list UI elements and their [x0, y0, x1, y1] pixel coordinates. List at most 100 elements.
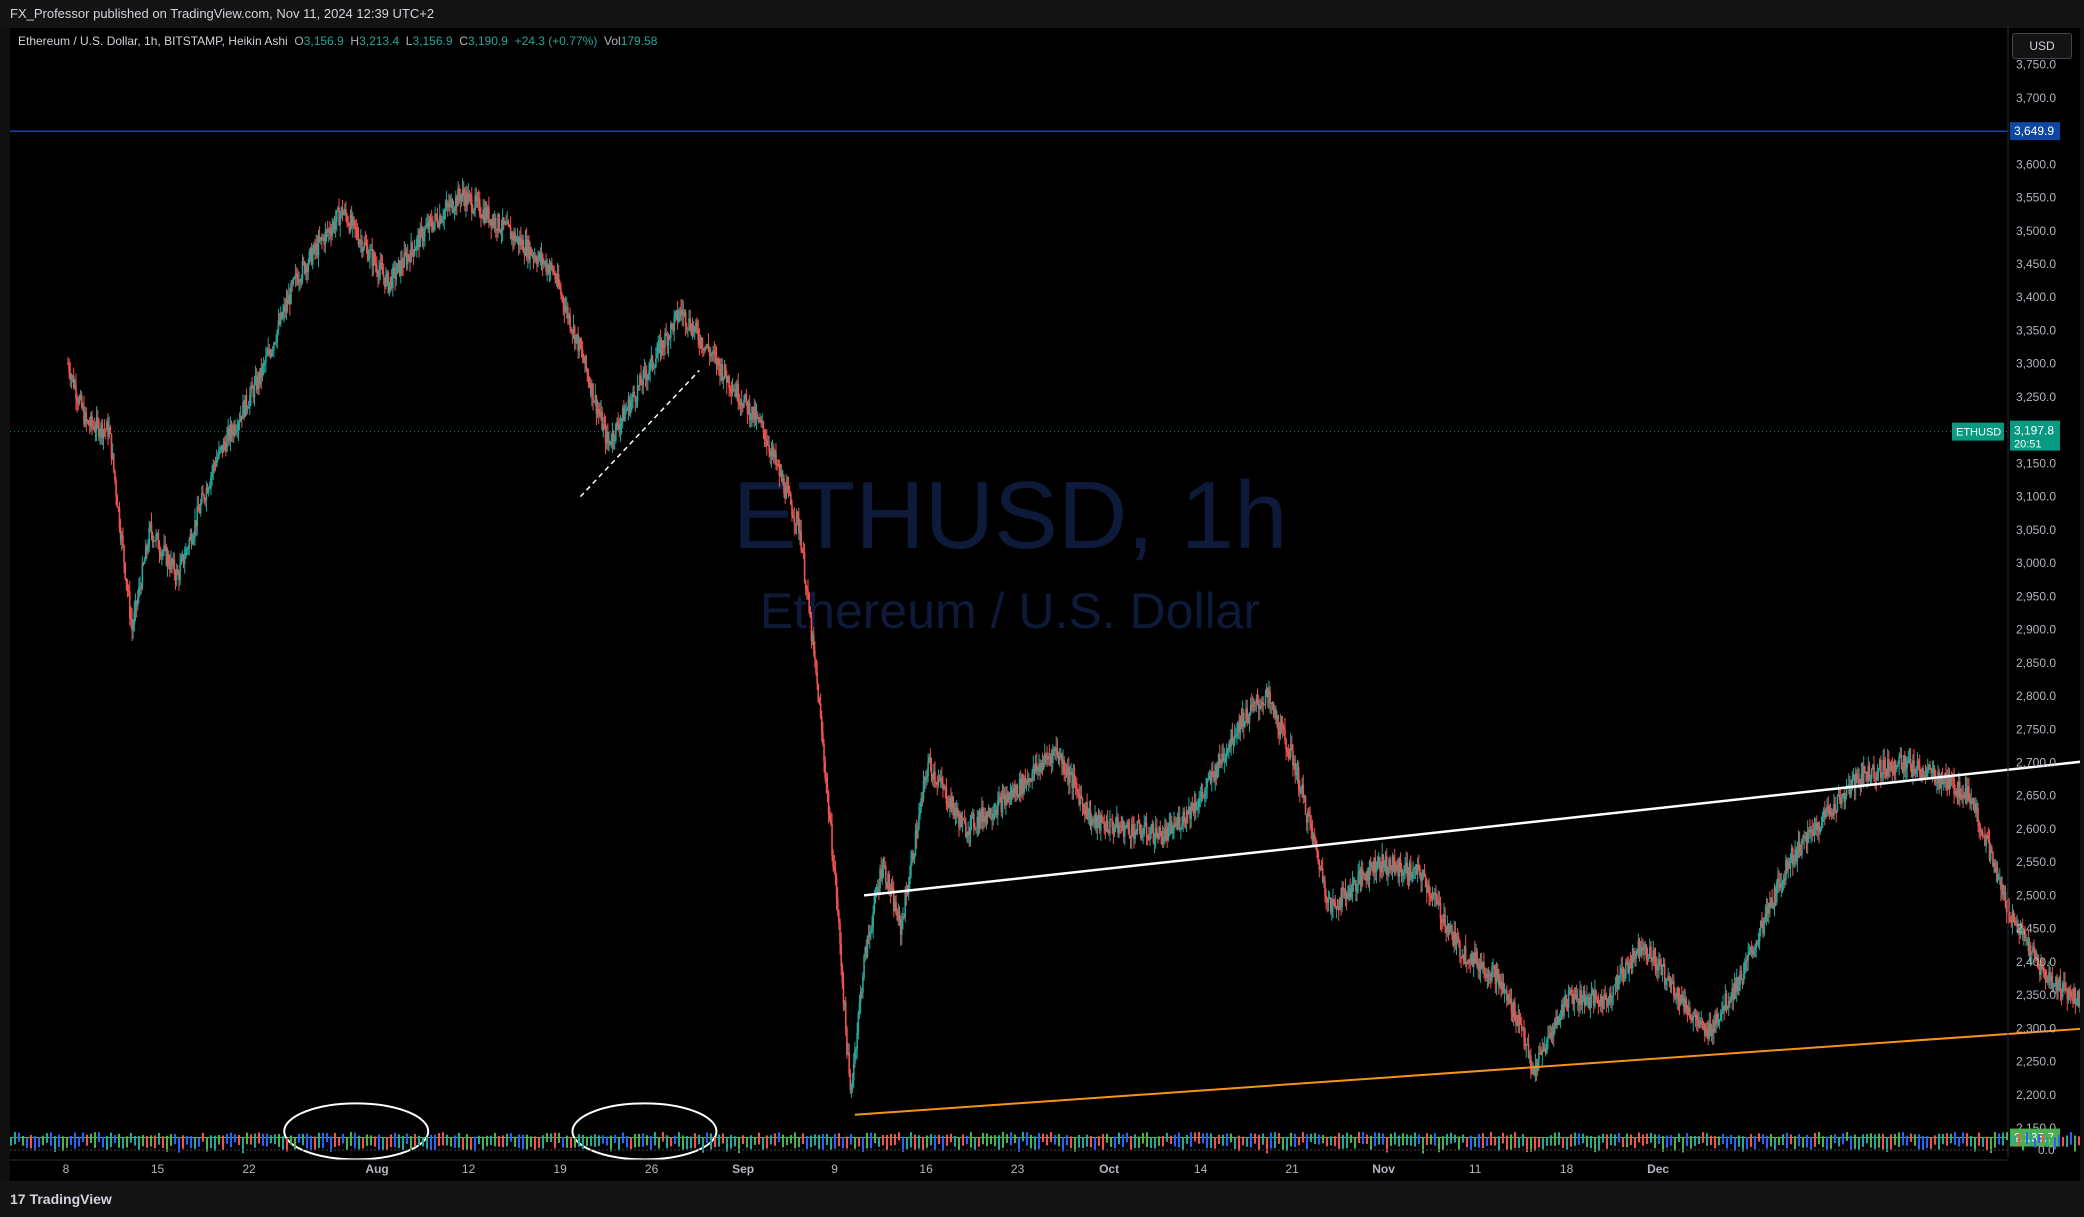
candle-body: [1890, 762, 1892, 766]
candle-body: [251, 385, 253, 389]
candle-body: [892, 890, 895, 911]
candle-body: [112, 453, 115, 471]
candle-body: [1746, 960, 1748, 962]
candle-body: [150, 523, 153, 534]
candle-body: [388, 282, 391, 293]
candle-body: [1011, 790, 1014, 798]
candle-body: [130, 617, 132, 620]
candle-body: [1639, 947, 1642, 956]
candle-body: [1209, 775, 1212, 783]
candle-body: [351, 217, 354, 226]
candle-body: [775, 452, 777, 464]
candle-body: [735, 389, 737, 397]
candle-body: [1621, 968, 1624, 973]
candle-body: [959, 813, 961, 828]
candle-body: [982, 807, 984, 822]
candle-body: [557, 274, 560, 286]
candle-body: [700, 337, 703, 348]
candle-body: [1914, 768, 1916, 774]
candle-body: [2024, 929, 2026, 941]
candle-body: [1791, 848, 1794, 865]
candle-body: [1062, 760, 1064, 765]
candle-body: [1463, 946, 1466, 961]
candle-body: [804, 581, 807, 590]
candle-body: [1582, 990, 1585, 1001]
candle-body: [451, 199, 454, 212]
candle-body: [960, 813, 963, 827]
candle-body: [1790, 848, 1793, 860]
candle-body: [2016, 924, 2018, 926]
candle-body: [784, 493, 786, 499]
candle-body: [812, 634, 815, 651]
candle-body: [1358, 870, 1361, 875]
candle-body: [1520, 1024, 1523, 1030]
candle-body: [1270, 702, 1273, 704]
candle-body: [792, 515, 794, 518]
candle-body: [1245, 708, 1247, 722]
candle-body: [1049, 756, 1052, 758]
candle-body: [1662, 963, 1665, 965]
candle-body: [1419, 867, 1421, 876]
candle-body: [1599, 996, 1602, 1006]
candle-body: [414, 248, 417, 251]
candle-body: [227, 428, 229, 436]
candle-body: [1514, 1001, 1516, 1021]
candle-body: [549, 262, 552, 270]
candle-body: [1289, 744, 1292, 758]
candle-body: [1094, 813, 1096, 822]
candle-body: [1817, 822, 1819, 831]
candle-body: [1764, 913, 1767, 920]
candle-body: [1906, 760, 1908, 768]
candle-body: [505, 222, 507, 225]
candle-body: [1978, 822, 1981, 827]
candle-body: [1671, 981, 1674, 983]
candle-body: [429, 218, 432, 220]
candle-body: [715, 354, 718, 366]
candle-body: [919, 806, 921, 815]
candle-body: [1844, 795, 1847, 802]
candle-body: [791, 504, 793, 516]
candle-body: [1232, 742, 1235, 745]
candle-body: [1031, 772, 1033, 782]
candle-body: [1933, 767, 1936, 782]
candle-body: [154, 540, 156, 542]
candle-body: [1727, 1000, 1730, 1008]
candle-body: [1990, 846, 1993, 852]
candle-body: [2058, 977, 2061, 982]
candle-body: [1215, 765, 1218, 778]
candle-body: [126, 583, 129, 591]
candle-body: [2027, 939, 2030, 951]
candle-body: [1120, 826, 1123, 828]
candle-body: [143, 560, 146, 564]
candle-body: [679, 309, 681, 317]
candle-body: [1129, 836, 1132, 838]
candle-body: [1079, 795, 1082, 805]
candle-body: [86, 420, 89, 422]
candle-body: [787, 486, 790, 492]
candle-body: [1373, 857, 1375, 873]
candle-body: [254, 376, 257, 383]
candle-body: [243, 402, 245, 417]
candle-body: [456, 196, 458, 207]
candle-body: [1510, 998, 1513, 1013]
candle-body: [342, 212, 345, 216]
candle-body: [745, 393, 748, 402]
candle-body: [111, 453, 114, 459]
candle-body: [1293, 762, 1295, 766]
candle-body: [317, 237, 320, 256]
candle-body: [573, 326, 576, 344]
candle-body: [475, 195, 478, 202]
candle-body: [419, 227, 422, 247]
candle-body: [716, 358, 719, 366]
candle-body: [78, 397, 81, 404]
candle-body: [985, 812, 988, 823]
candle-body: [1604, 994, 1606, 996]
candle-body: [1356, 885, 1358, 891]
candle-body: [1942, 778, 1945, 784]
candle-body: [1424, 876, 1427, 888]
candle-body: [313, 243, 315, 253]
candle-body: [1544, 1048, 1547, 1054]
candle-body: [750, 417, 752, 421]
candle-body: [1459, 942, 1461, 958]
